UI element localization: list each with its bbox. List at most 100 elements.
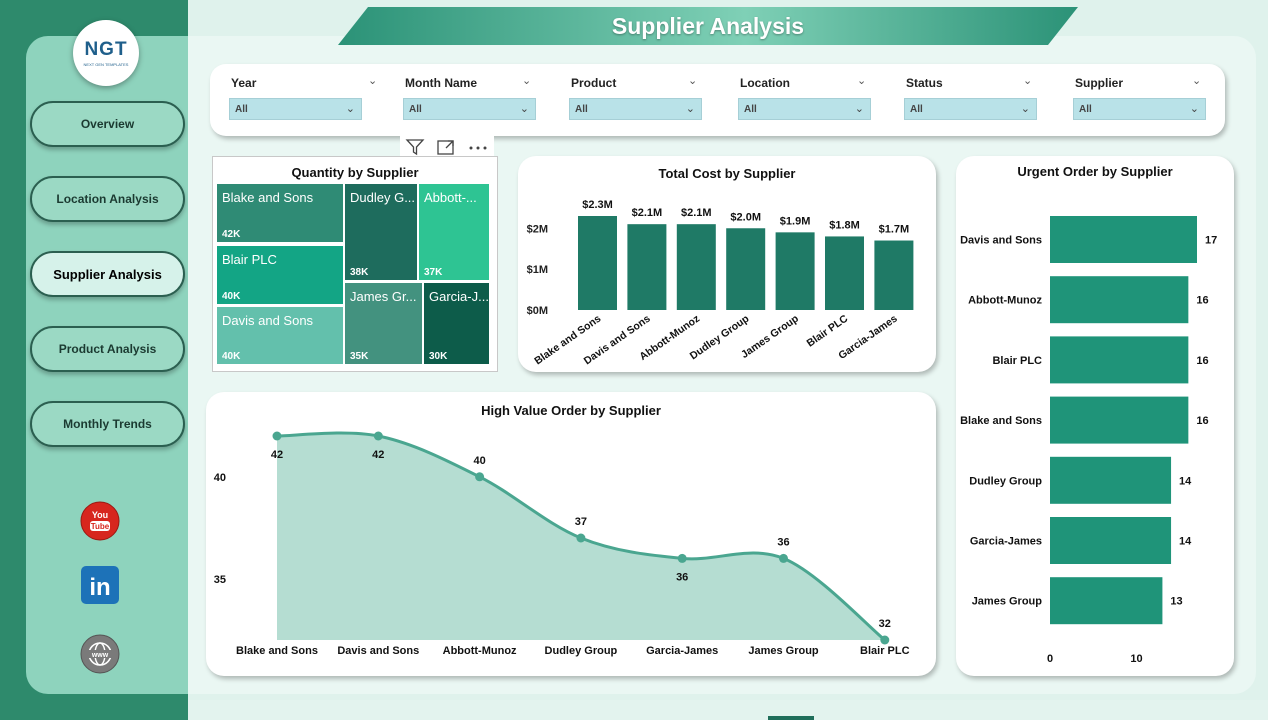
data-label: $1.9M	[780, 215, 811, 227]
treemap-cell-label: Abbott-...	[424, 190, 477, 205]
filter-dropdown[interactable]: All ⌄	[738, 98, 871, 120]
filter-location[interactable]: Location ⌄ All ⌄	[738, 64, 900, 136]
filter-month-name[interactable]: Month Name ⌄ All ⌄	[403, 64, 565, 136]
treemap-cell[interactable]: Davis and Sons 40K	[217, 307, 343, 364]
data-point	[779, 553, 788, 563]
data-label: $2.3M	[582, 199, 613, 211]
chart-title: Total Cost by Supplier	[658, 166, 796, 181]
treemap-cell[interactable]: Blair PLC 40K	[217, 246, 343, 304]
treemap-cell-label: Garcia-J...	[429, 289, 488, 304]
nav-label: Location Analysis	[56, 192, 159, 206]
youtube-icon[interactable]: You Tube	[80, 501, 120, 541]
bar	[1050, 216, 1197, 263]
more-options-icon[interactable]	[467, 138, 489, 156]
y-tick-label: 35	[214, 574, 226, 586]
chevron-down-icon: ⌄	[854, 103, 864, 115]
bar	[1050, 396, 1189, 444]
data-label: $1.7M	[879, 224, 910, 236]
filter-label: Status	[906, 76, 943, 90]
filter-value: All	[575, 104, 588, 115]
data-point	[677, 553, 687, 563]
chevron-down-icon: ⌄	[519, 103, 529, 115]
data-label: 17	[1205, 235, 1217, 247]
nav-product-analysis[interactable]: Product Analysis	[30, 326, 185, 372]
svg-text:Tube: Tube	[91, 522, 110, 531]
logo-text: NGT	[84, 39, 128, 60]
chevron-down-icon[interactable]: ⌄	[688, 75, 698, 87]
filter-dropdown[interactable]: All ⌄	[1073, 98, 1206, 120]
x-tick-label: Davis and Sons	[337, 645, 419, 657]
bottom-strip	[188, 700, 1268, 720]
nav-overview[interactable]: Overview	[30, 101, 185, 147]
filter-dropdown[interactable]: All ⌄	[229, 98, 362, 120]
data-label: 36	[676, 571, 688, 583]
treemap-cell[interactable]: Abbott-... 37K	[419, 184, 489, 280]
page-tab-indicator	[768, 716, 814, 720]
data-label: 40	[473, 455, 485, 467]
data-label: 14	[1179, 536, 1192, 548]
nav-label: Overview	[80, 117, 135, 131]
filter-dropdown[interactable]: All ⌄	[904, 98, 1037, 120]
filter-supplier[interactable]: Supplier ⌄ All ⌄	[1073, 64, 1235, 136]
nav-location-analysis[interactable]: Location Analysis	[30, 176, 185, 222]
chevron-down-icon[interactable]: ⌄	[857, 75, 867, 87]
globe-icon[interactable]: www	[80, 634, 120, 674]
data-point	[880, 635, 890, 645]
logo: NGT NEXT GEN TEMPLATES	[73, 20, 139, 86]
data-label: 16	[1196, 355, 1208, 367]
linkedin-icon[interactable]: in	[80, 565, 120, 605]
treemap-cell[interactable]: Garcia-J... 30K	[424, 283, 489, 364]
filter-year[interactable]: Year ⌄ All ⌄	[229, 64, 391, 136]
data-label: 32	[879, 618, 891, 630]
x-tick-label: 10	[1130, 653, 1142, 665]
y-tick-label: Abbott-Munoz	[968, 295, 1042, 307]
filter-bar: Year ⌄ All ⌄ Month Name ⌄ All ⌄ Product ⌄ …	[210, 64, 1225, 136]
filter-value: All	[235, 104, 248, 115]
chevron-down-icon[interactable]: ⌄	[368, 75, 378, 87]
bar	[1050, 336, 1189, 384]
treemap-cell[interactable]: Dudley G... 38K	[345, 184, 417, 280]
treemap-cell-value: 30K	[429, 351, 448, 362]
treemap-cell-label: James Gr...	[350, 289, 417, 304]
filter-dropdown[interactable]: All ⌄	[403, 98, 536, 120]
nav-supplier-analysis[interactable]: Supplier Analysis	[30, 251, 185, 297]
chevron-down-icon[interactable]: ⌄	[1023, 75, 1033, 87]
chevron-down-icon: ⌄	[1189, 103, 1199, 115]
data-label: 42	[372, 449, 384, 461]
treemap-cell-value: 37K	[424, 267, 443, 278]
y-tick-label: $2M	[527, 223, 548, 235]
svg-text:in: in	[89, 574, 110, 601]
y-tick-label: $1M	[527, 264, 548, 276]
filter-status[interactable]: Status ⌄ All ⌄	[904, 64, 1066, 136]
total-cost-card: Total Cost by Supplier $0M $1M $2M $2.3M Bla…	[518, 156, 936, 372]
bar	[825, 236, 864, 310]
filter-icon[interactable]	[405, 138, 425, 156]
chevron-down-icon: ⌄	[1020, 103, 1030, 115]
y-tick-label: Blair PLC	[992, 355, 1042, 367]
bar	[1050, 276, 1189, 324]
data-label: 16	[1196, 415, 1208, 427]
filter-label: Year	[231, 76, 257, 90]
data-label: $1.8M	[829, 219, 860, 231]
data-label: $2.1M	[681, 207, 712, 219]
nav-monthly-trends[interactable]: Monthly Trends	[30, 401, 185, 447]
chevron-down-icon[interactable]: ⌄	[1192, 75, 1202, 87]
x-tick-label: 0	[1047, 653, 1053, 665]
series-area	[277, 432, 885, 640]
y-tick-label: Dudley Group	[969, 475, 1042, 487]
filter-value: All	[1079, 104, 1092, 115]
treemap-cell[interactable]: Blake and Sons 42K	[217, 184, 343, 242]
filter-product[interactable]: Product ⌄ All ⌄	[569, 64, 731, 136]
bar	[775, 232, 815, 310]
high-value-card: High Value Order by Supplier 35 40 42 Blake…	[206, 392, 936, 676]
bar	[726, 228, 766, 310]
nav-label: Supplier Analysis	[53, 266, 162, 282]
focus-mode-icon[interactable]	[436, 138, 456, 156]
data-label: 13	[1170, 596, 1182, 608]
chevron-down-icon[interactable]: ⌄	[522, 75, 532, 87]
filter-dropdown[interactable]: All ⌄	[569, 98, 702, 120]
treemap-cell[interactable]: James Gr... 35K	[345, 283, 422, 364]
data-label: 16	[1196, 295, 1208, 307]
filter-value: All	[910, 104, 923, 115]
y-tick-label: James Group	[972, 596, 1043, 608]
